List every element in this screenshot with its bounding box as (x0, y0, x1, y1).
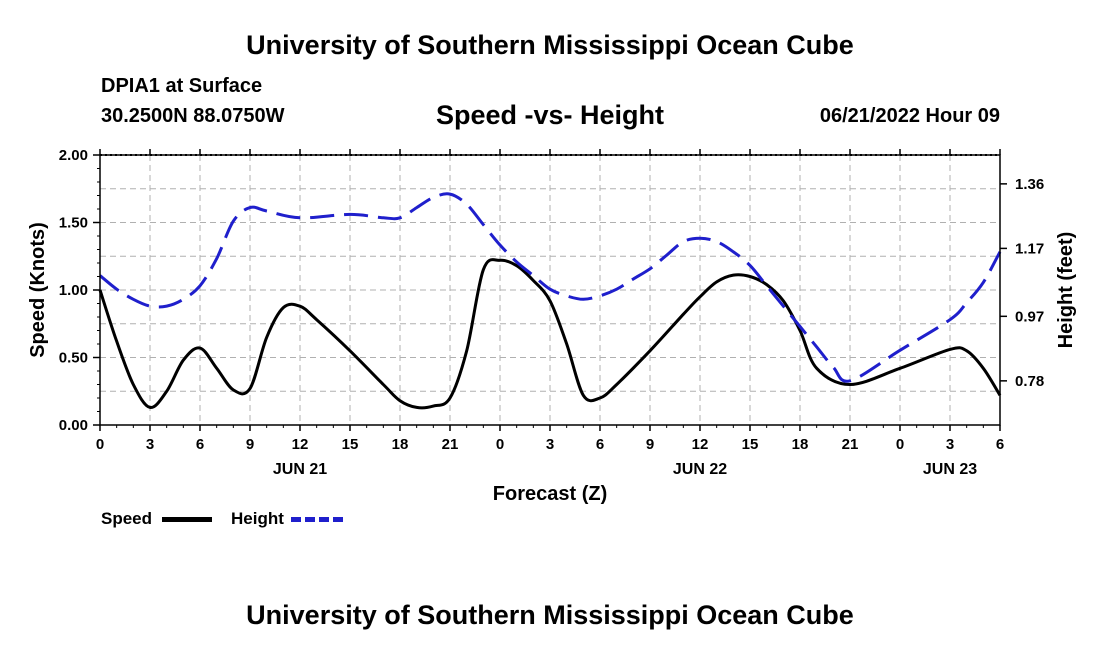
y2-tick-label: 1.36 (1015, 176, 1044, 193)
series-line-height (99, 192, 1002, 383)
x-tick-label: 6 (196, 436, 204, 453)
x-tick-label: 18 (392, 436, 409, 453)
legend-height-label: Height (231, 509, 284, 528)
y-tick-label: 1.00 (59, 282, 88, 299)
x-tick-label: 12 (692, 436, 709, 453)
y-tick-label: 1.50 (59, 215, 88, 232)
grid-layer (100, 155, 1000, 425)
x-tick-label: 9 (246, 436, 254, 453)
chart-subtitle: Speed -vs- Height (435, 100, 665, 130)
y2-tick-label: 0.97 (1015, 308, 1044, 325)
date-label: JUN 23 (923, 461, 977, 478)
date-label: JUN 22 (673, 461, 727, 478)
x-tick-label: 0 (496, 436, 504, 453)
x-tick-label: 0 (896, 436, 904, 453)
station-name: DPIA1 at Surface (101, 75, 263, 97)
x-tick-label: 6 (596, 436, 604, 453)
y2-axis-label: Height (feet) (1055, 232, 1077, 349)
x-tick-label: 12 (292, 436, 309, 453)
x-tick-label: 3 (146, 436, 154, 453)
series-line-speed (98, 258, 1002, 410)
legend-speed-label: Speed (101, 509, 153, 528)
legend-height-swatch (291, 517, 343, 522)
forecast-datetime: 06/21/2022 Hour 09 (819, 105, 1000, 127)
y-tick-label: 0.50 (59, 350, 88, 367)
legend-speed-swatch (162, 517, 212, 522)
x-tick-label: 0 (96, 436, 104, 453)
station-coordinates: 30.2500N 88.0750W (101, 105, 285, 127)
page-title: University of Southern Mississippi Ocean… (246, 30, 854, 60)
series-layer (98, 192, 1002, 410)
y2-tick-label: 0.78 (1015, 373, 1044, 390)
axis-layer: 0 3 6 9 12 15 18 21 0 3 6 9 12 15 18 21 0 3 6 JUN 21 JUN 22 J… (59, 147, 1044, 478)
y-tick-label: 0.00 (59, 417, 88, 434)
x-tick-label: 18 (792, 436, 809, 453)
x-tick-label: 15 (342, 436, 359, 453)
y2-tick-label: 1.17 (1015, 240, 1044, 257)
y-tick-label: 2.00 (59, 147, 88, 164)
footer-title: University of Southern Mississippi Ocean… (246, 600, 854, 630)
x-tick-label: 3 (546, 436, 554, 453)
date-label: JUN 21 (273, 461, 327, 478)
x-tick-label: 15 (742, 436, 759, 453)
x-axis-label: Forecast (Z) (493, 483, 607, 505)
x-tick-label: 21 (442, 436, 459, 453)
x-tick-label: 9 (646, 436, 654, 453)
x-tick-label: 6 (996, 436, 1004, 453)
y-axis-label: Speed (Knots) (27, 222, 49, 358)
x-tick-label: 3 (946, 436, 954, 453)
x-tick-label: 21 (842, 436, 859, 453)
